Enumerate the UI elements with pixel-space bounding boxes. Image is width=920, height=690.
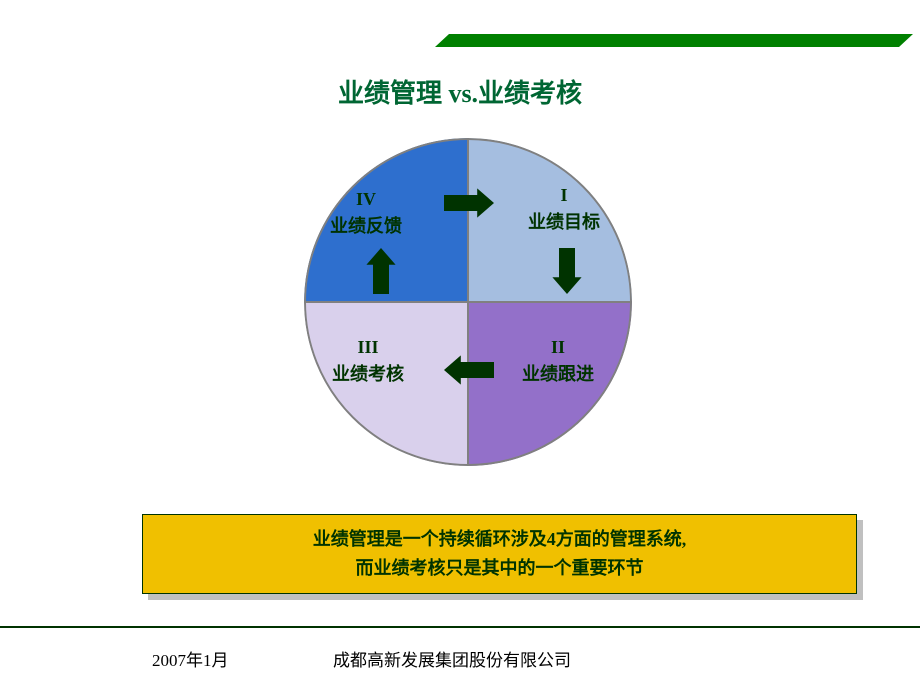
footer-company: 成都高新发展集团股份有限公司 xyxy=(333,646,571,671)
footer-date: 2007年1月 xyxy=(152,646,229,671)
slide: 业绩管理 vs.业绩考核 IV 业绩反馈 I 业绩目标 III 业绩考核 II … xyxy=(0,0,920,690)
footer-divider xyxy=(0,626,920,628)
callout-line2: 而业绩考核只是其中的一个重要环节 xyxy=(356,554,644,583)
callout-line1: 业绩管理是一个持续循环涉及4方面的管理系统, xyxy=(313,525,687,554)
summary-callout: 业绩管理是一个持续循环涉及4方面的管理系统, 而业绩考核只是其中的一个重要环节 xyxy=(142,514,857,594)
